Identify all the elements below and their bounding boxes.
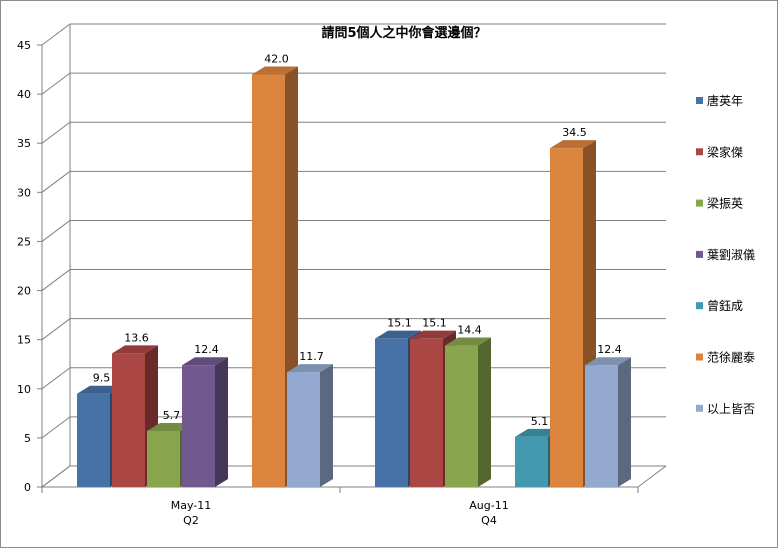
bar-top [77, 385, 123, 394]
data-label: 5.7 [163, 409, 181, 422]
data-label: 42.0 [264, 52, 289, 65]
bar-top [182, 357, 228, 366]
bar [410, 338, 443, 487]
legend-swatch [696, 302, 703, 310]
y-tick-label: 45 [17, 39, 31, 52]
legend-label: 曾鈺成 [707, 298, 743, 313]
gridline-diagonal [41, 23, 71, 46]
y-tick-label: 25 [17, 235, 31, 248]
bar-top [375, 330, 421, 339]
legend-swatch [696, 353, 703, 361]
data-label: 11.7 [299, 350, 324, 363]
bar-top [585, 357, 631, 366]
bar-top [410, 330, 456, 339]
data-label: 5.1 [531, 415, 549, 428]
gridline-diagonal [41, 220, 71, 242]
bar [515, 436, 548, 487]
y-tick-label: 10 [17, 383, 31, 396]
y-tick-label: 20 [17, 285, 31, 298]
gridline-diagonal [41, 72, 71, 95]
bar [77, 393, 110, 487]
gridline-diagonal [41, 269, 71, 291]
data-label: 12.4 [194, 343, 219, 356]
x-category-sublabel: Q4 [481, 514, 497, 527]
legend-label: 葉劉淑儀 [707, 247, 755, 262]
bar [550, 148, 583, 487]
bar-side [215, 357, 228, 487]
bar [585, 365, 618, 487]
y-tick-label: 15 [17, 334, 31, 347]
gridline-diagonal [41, 465, 71, 488]
gridline-diagonal [41, 367, 71, 390]
bar-top [287, 364, 333, 373]
y-tick-label: 5 [24, 432, 31, 445]
legend-swatch [696, 404, 703, 412]
gridline-diagonal [41, 416, 71, 439]
x-category-sublabel: Q2 [183, 514, 199, 527]
data-label: 34.5 [562, 126, 587, 139]
bar-side [618, 357, 631, 487]
bar [445, 345, 478, 487]
legend-swatch [696, 199, 703, 207]
legend-label: 以上皆否 [707, 402, 755, 416]
bar [182, 365, 215, 487]
y-tick-label: 30 [17, 186, 31, 199]
data-label: 13.6 [124, 331, 149, 344]
bar [375, 338, 408, 487]
bar-top [515, 428, 561, 437]
floor-right-edge [637, 465, 667, 488]
bar [147, 431, 180, 487]
chart-title: 請問5個人之中你會選邊個？ [321, 25, 486, 41]
y-tick-label: 35 [17, 137, 31, 150]
gridline-diagonal [41, 170, 71, 193]
legend-swatch [696, 97, 703, 104]
gridline-diagonal [41, 121, 71, 144]
x-category-label: Aug-11 [469, 499, 508, 512]
legend-swatch [696, 250, 703, 258]
data-label: 14.4 [457, 324, 482, 337]
bar [252, 74, 285, 487]
data-label: 9.5 [93, 372, 111, 385]
bar-top [147, 423, 193, 432]
bar [112, 353, 145, 487]
bar-top [112, 345, 158, 354]
y-tick-label: 40 [17, 88, 31, 101]
legend-label: 梁振英 [707, 196, 743, 211]
y-tick-label: 0 [24, 481, 31, 494]
bar [287, 372, 320, 487]
bar-top [445, 337, 491, 346]
legend-label: 唐英年 [707, 93, 743, 108]
bar-top [252, 66, 298, 75]
legend-label: 范徐麗泰 [707, 350, 755, 365]
x-category-label: May-11 [171, 499, 212, 512]
bar-side [320, 364, 333, 487]
data-label: 15.1 [422, 317, 447, 330]
legend-swatch [696, 148, 703, 156]
bar-top [550, 140, 596, 149]
bar-layer: 9.5 13.6 5.7 12.4 42.0 11.7 15.1 15.1 14.4 5.1 34.… [77, 52, 631, 487]
data-label: 12.4 [597, 343, 622, 356]
legend-label: 梁家傑 [707, 144, 743, 159]
bar-side [478, 337, 491, 487]
gridline-diagonal [41, 318, 71, 341]
axis-layer: 0 5 10 15 20 25 30 35 40 45 May-11 Q2 Aug-11 Q4 [17, 39, 639, 527]
data-label: 15.1 [387, 317, 412, 330]
